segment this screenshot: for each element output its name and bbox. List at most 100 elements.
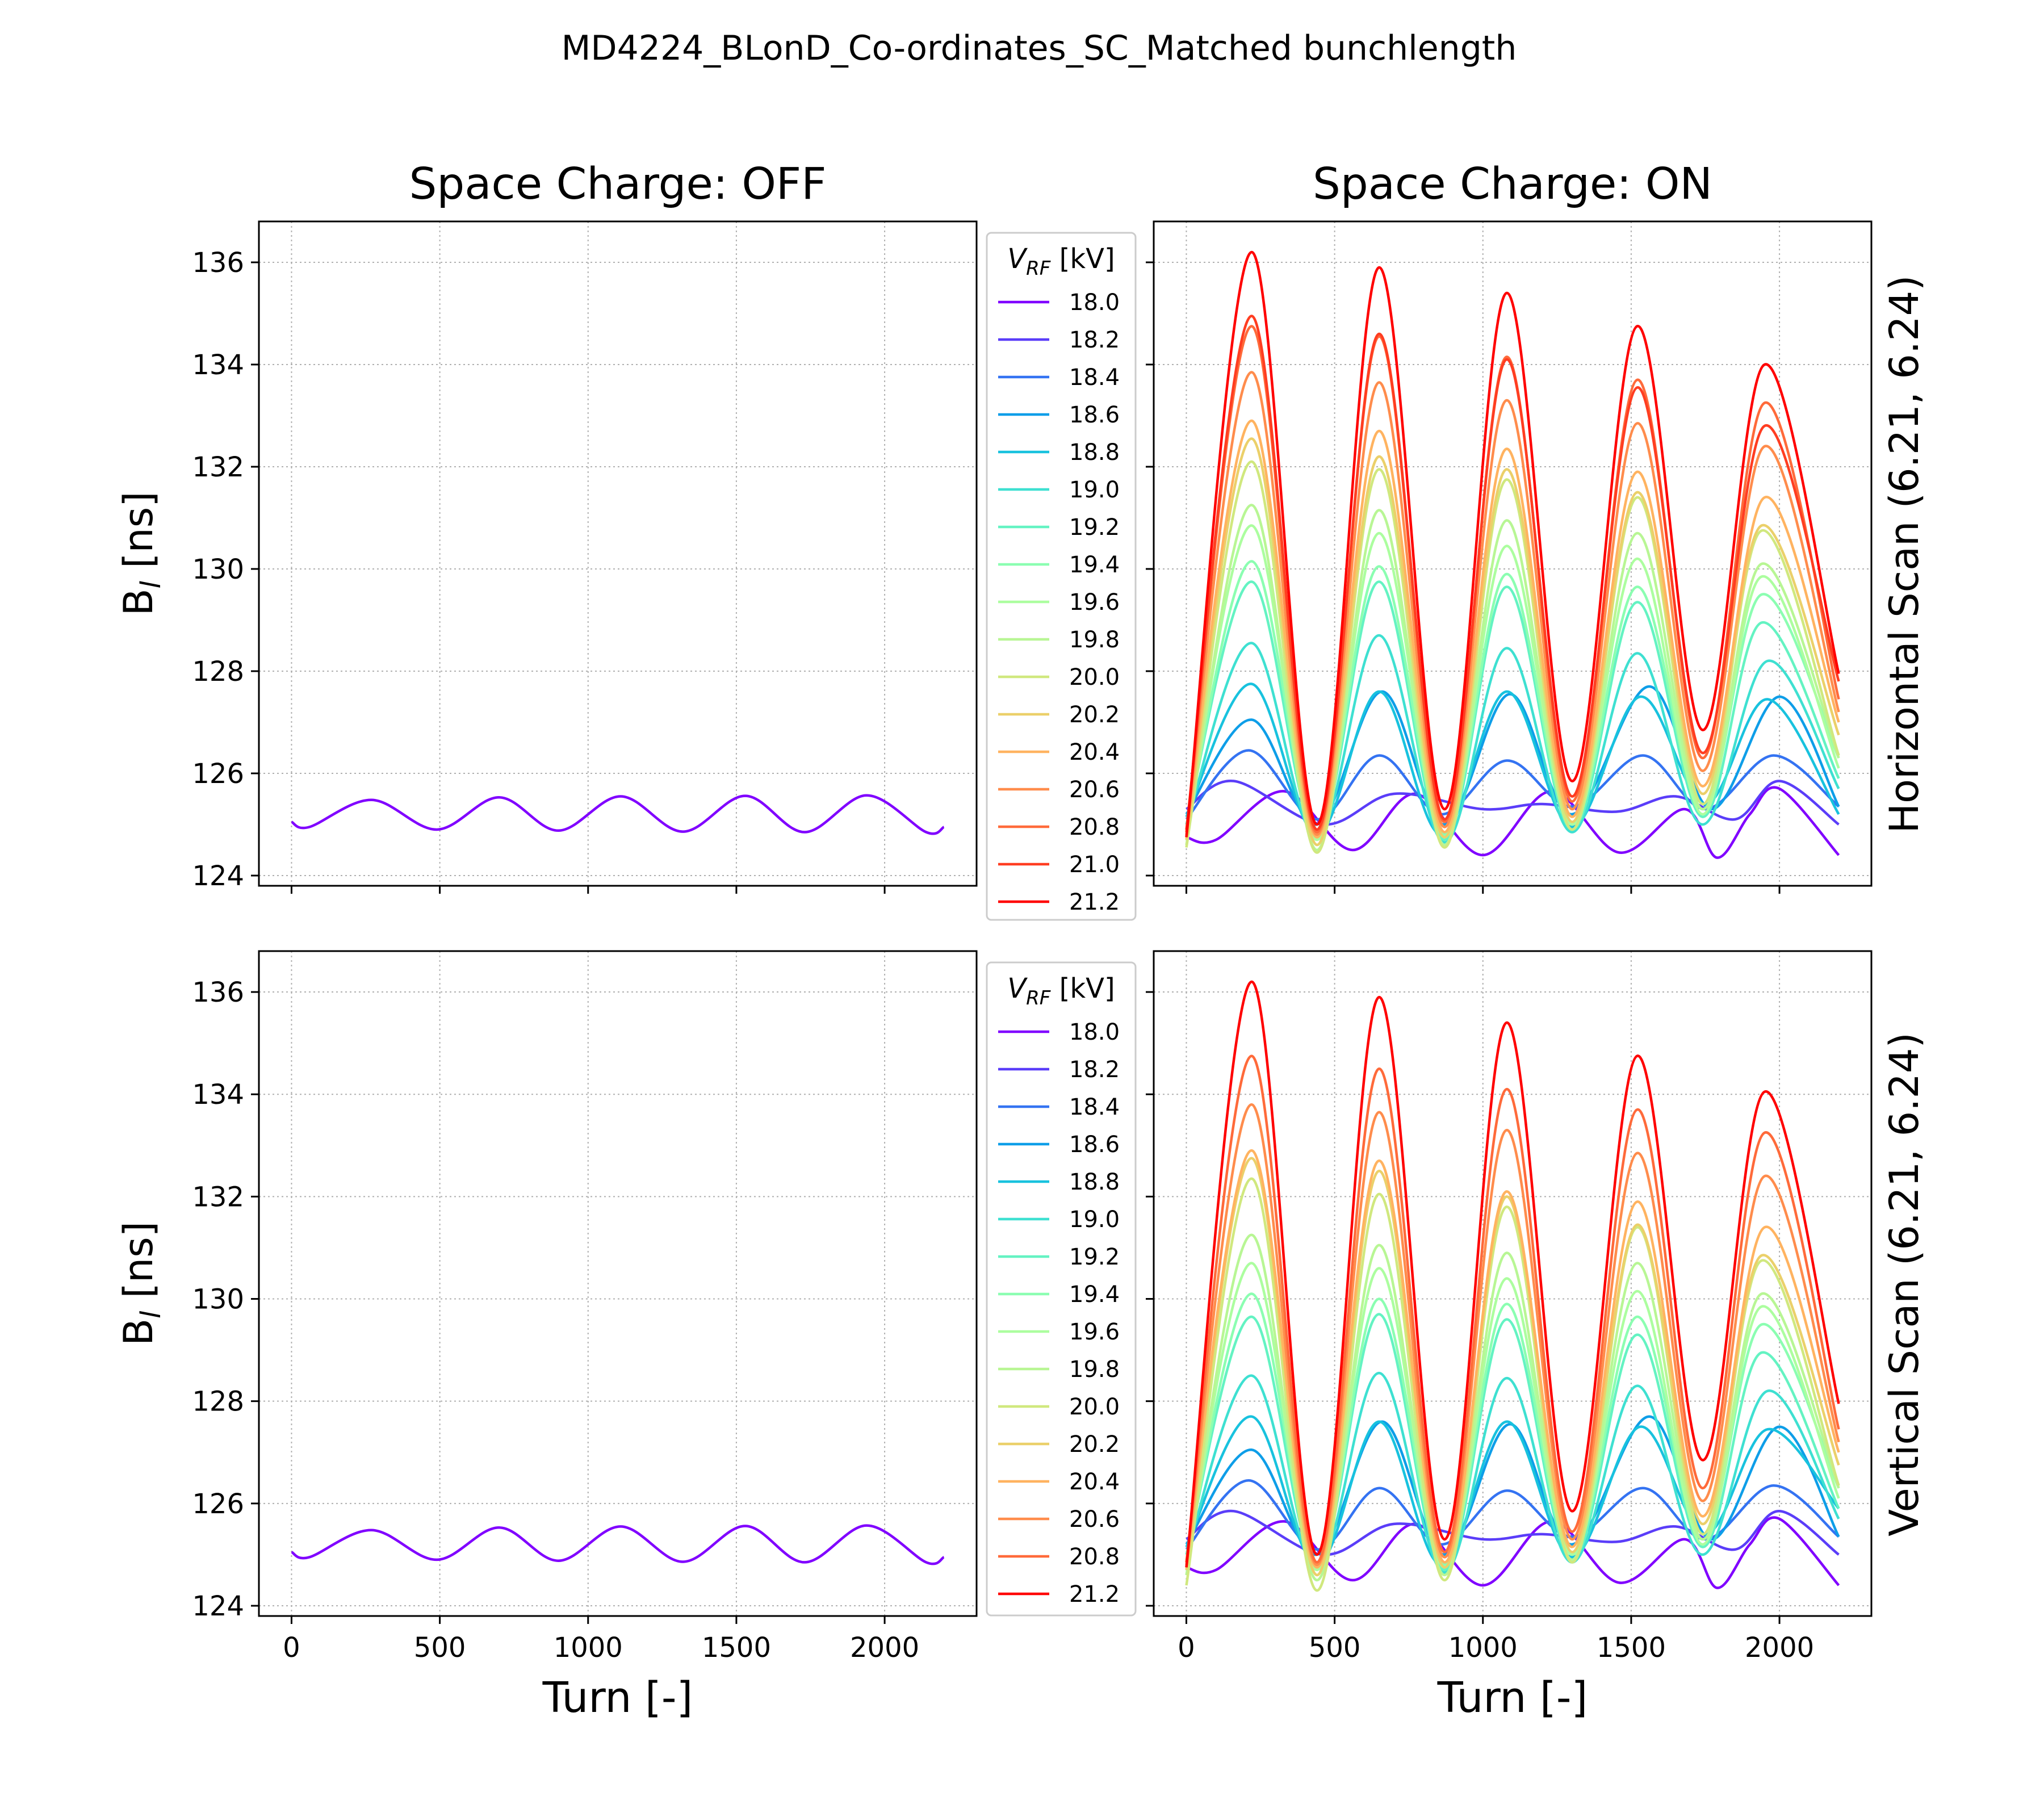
y-axis-label-unit: [ns] bbox=[115, 1221, 162, 1311]
legend-entry-label: 20.4 bbox=[1069, 739, 1120, 765]
y-tick-label: 124 bbox=[192, 1590, 244, 1622]
x-tick-label: 500 bbox=[1309, 1632, 1361, 1664]
legend-entry-label: 20.8 bbox=[1069, 1544, 1120, 1570]
series-line-19.0 bbox=[1185, 634, 1840, 844]
x-tick-label: 2000 bbox=[850, 1632, 919, 1664]
series-line bbox=[291, 794, 945, 835]
axes-frame bbox=[1153, 220, 1873, 887]
legend-entry-label: 19.8 bbox=[1069, 627, 1120, 653]
column-title-off: Space Charge: OFF bbox=[409, 159, 826, 210]
y-tick-label: 132 bbox=[192, 451, 244, 483]
y-tick-label: 128 bbox=[192, 1386, 244, 1418]
y-axis-label-main: B bbox=[115, 1318, 162, 1346]
legend-entry-label: 19.4 bbox=[1069, 1282, 1120, 1308]
y-axis-label: Bl [ns] bbox=[115, 1221, 167, 1346]
series-group bbox=[1185, 980, 1840, 1592]
legend-entry-label: 19.2 bbox=[1069, 1244, 1120, 1270]
axes-frame bbox=[258, 220, 978, 887]
y-axis-label: Bl [ns] bbox=[115, 491, 167, 616]
series-line-19.8 bbox=[1185, 1233, 1840, 1582]
series-line-18.0 bbox=[1186, 786, 1840, 859]
series-line bbox=[291, 1524, 945, 1565]
legend-title-symbol: V bbox=[1007, 243, 1028, 275]
legends-layer: VRF [kV]18.018.218.418.618.819.019.219.4… bbox=[986, 232, 1137, 1617]
legend-entry-label: 20.4 bbox=[1069, 1469, 1120, 1495]
series-line-21.2 bbox=[1185, 250, 1840, 838]
x-tick-label: 1500 bbox=[1597, 1632, 1666, 1664]
axes-frame bbox=[258, 950, 978, 1617]
legend-entry-label: 19.0 bbox=[1069, 477, 1120, 503]
y-tick-label: 126 bbox=[192, 1488, 244, 1520]
y-tick-label: 130 bbox=[192, 554, 244, 585]
legend-entry-label: 20.6 bbox=[1069, 1506, 1120, 1533]
legend-title: VRF [kV] bbox=[1007, 243, 1115, 280]
series-line-20.6 bbox=[1185, 1103, 1840, 1567]
panel-on-top bbox=[1146, 220, 1873, 894]
y-tick-label: 136 bbox=[192, 977, 244, 1008]
series-line-18.0 bbox=[1186, 1516, 1840, 1589]
series-line-18.8 bbox=[1185, 683, 1840, 836]
legend-entry-label: 18.4 bbox=[1069, 365, 1120, 391]
legend-bottom: VRF [kV] 18.0 18.2 18.4 18.6 18.8 19.0 19.2 19.4… bbox=[986, 961, 1137, 1617]
series-line-20.0 bbox=[1185, 460, 1840, 854]
legend-entry-label: 19.6 bbox=[1069, 589, 1120, 616]
legend-entry-label: 21.2 bbox=[1069, 889, 1120, 915]
legend-entry-label: 18.2 bbox=[1069, 327, 1120, 353]
x-tick-label: 500 bbox=[414, 1632, 466, 1664]
legend-entry-label: 19.2 bbox=[1069, 514, 1120, 541]
axes-frame bbox=[1153, 950, 1873, 1617]
series-line-20.8 bbox=[1185, 1054, 1840, 1564]
figure-suptitle: MD4224_BLonD_Co-ordinates_SC_Matched bun… bbox=[562, 28, 1517, 68]
legend-entry-label: 18.0 bbox=[1069, 1019, 1120, 1045]
legend-title-unit: [kV] bbox=[1050, 973, 1115, 1004]
legend-box bbox=[986, 961, 1137, 1617]
y-axis-label-unit: [ns] bbox=[115, 491, 162, 581]
legend-entry-label: 20.0 bbox=[1069, 664, 1120, 690]
x-tick-label: 0 bbox=[283, 1632, 300, 1664]
legend-title-subscript: RF bbox=[1026, 987, 1051, 1010]
x-tick-label: 1000 bbox=[1448, 1632, 1518, 1664]
legend-title: VRF [kV] bbox=[1007, 973, 1115, 1010]
x-tick-label: 1500 bbox=[702, 1632, 771, 1664]
y-axis-label-sub: l bbox=[135, 581, 167, 589]
legend-entry-label: 19.6 bbox=[1069, 1319, 1120, 1345]
series-line-19.2 bbox=[1185, 1313, 1840, 1572]
y-tick-label: 132 bbox=[192, 1181, 244, 1213]
series-line-21.2 bbox=[1185, 980, 1840, 1568]
legend-entry-label: 18.8 bbox=[1069, 1169, 1120, 1195]
y-axis-label-sub: l bbox=[135, 1311, 167, 1318]
series-group bbox=[1185, 250, 1840, 859]
legend-entry-label: 18.6 bbox=[1069, 1132, 1120, 1158]
series-group bbox=[291, 794, 945, 835]
panel-on-bottom: 0 500 1000 1500 2000 Turn [-] bbox=[1146, 950, 1873, 1722]
y-tick-label: 126 bbox=[192, 758, 244, 790]
column-title-on: Space Charge: ON bbox=[1313, 159, 1712, 210]
panel-off-bottom: 0 500 1000 1500 2000 124 126 128 130 132 134 136 Bl … bbox=[115, 950, 978, 1722]
y-tick-label: 136 bbox=[192, 247, 244, 279]
series-line-18.2 bbox=[1186, 780, 1840, 826]
legend-title-unit: [kV] bbox=[1050, 243, 1115, 275]
legend-entry-label: 18.4 bbox=[1069, 1094, 1120, 1120]
y-axis-label-main: B bbox=[115, 589, 162, 616]
panel-off-top: 124 126 128 130 132 134 136 Bl [ns] bbox=[115, 220, 978, 894]
y-tick-label: 128 bbox=[192, 656, 244, 688]
series-line-20.4 bbox=[1185, 419, 1840, 839]
y-tick-label: 134 bbox=[192, 1079, 244, 1111]
series-line-20.6 bbox=[1185, 371, 1840, 836]
legend-title-symbol: V bbox=[1007, 973, 1028, 1004]
series-line-20.4 bbox=[1185, 1149, 1840, 1569]
row-label-horizontal: Horizontal Scan (6.21, 6.24) bbox=[1881, 275, 1928, 834]
y-tick-label: 124 bbox=[192, 860, 244, 892]
legend-entry-label: 18.0 bbox=[1069, 290, 1120, 316]
row-label-vertical: Vertical Scan (6.21, 6.24) bbox=[1881, 1032, 1928, 1537]
series-line-19.2 bbox=[1185, 580, 1840, 841]
legend-entry-label: 19.8 bbox=[1069, 1357, 1120, 1383]
y-tick-label: 134 bbox=[192, 349, 244, 381]
series-line-21.0 bbox=[1185, 315, 1840, 831]
panels-layer: 124 126 128 130 132 134 136 Bl [ns] 0 500 1000 1500… bbox=[115, 220, 1873, 1722]
legend-top: VRF [kV] 18.0 18.2 18.4 18.6 18.8 19.0 19.2 19.4… bbox=[986, 232, 1137, 921]
legend-entry-label: 18.6 bbox=[1069, 402, 1120, 428]
series-line-19.8 bbox=[1185, 504, 1840, 852]
series-line-19.0 bbox=[1185, 1371, 1840, 1574]
